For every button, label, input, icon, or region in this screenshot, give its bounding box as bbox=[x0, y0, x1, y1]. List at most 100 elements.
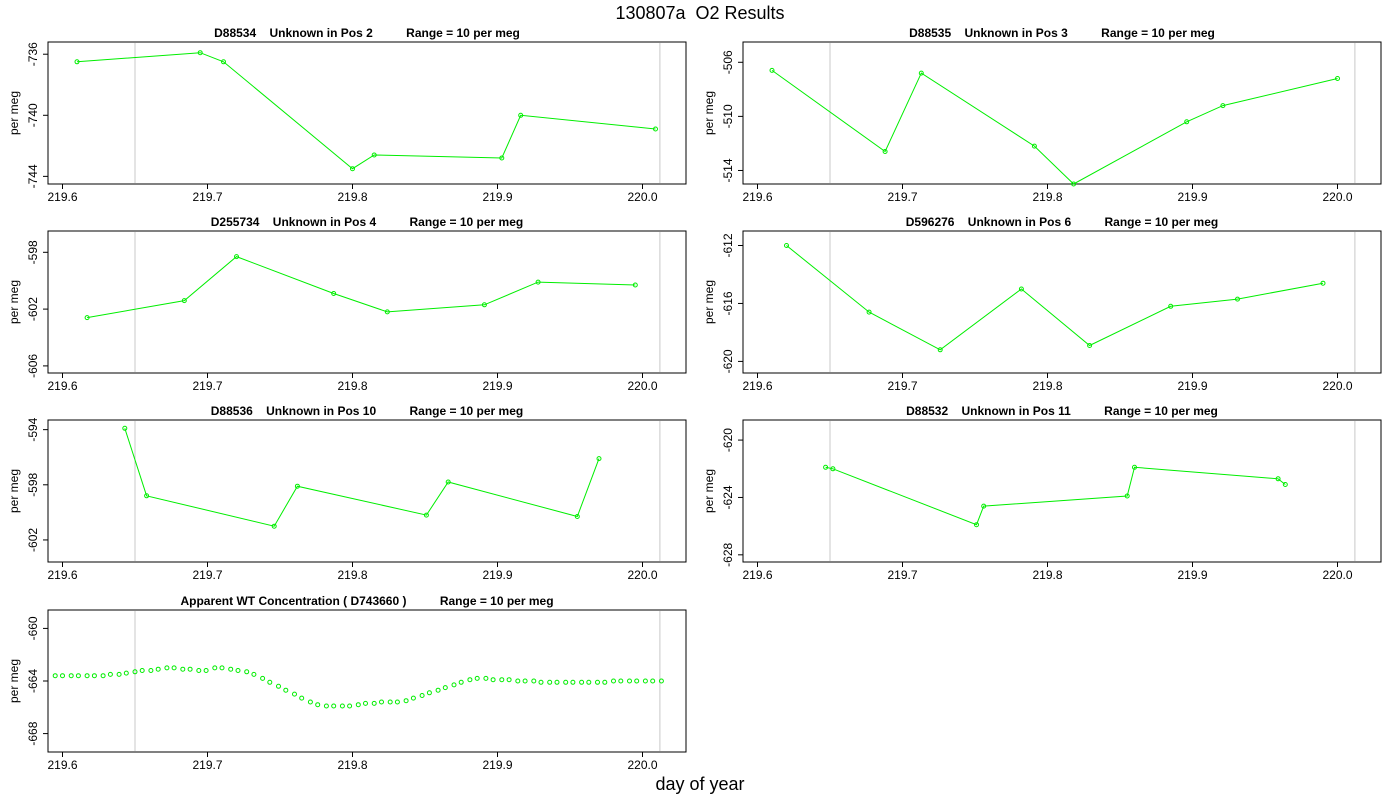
x-tick-label: 220.0 bbox=[1322, 568, 1352, 582]
y-tick-label: -660 bbox=[26, 616, 40, 640]
x-tick-label: 219.7 bbox=[887, 190, 917, 204]
data-point bbox=[830, 466, 836, 472]
data-point bbox=[228, 666, 234, 672]
data-point bbox=[123, 670, 129, 676]
data-point bbox=[221, 59, 226, 65]
data-point bbox=[627, 678, 632, 684]
data-point bbox=[384, 309, 390, 315]
data-point bbox=[84, 673, 90, 679]
data-point bbox=[283, 687, 289, 693]
data-point bbox=[632, 282, 638, 288]
x-tick-label: 219.9 bbox=[1177, 190, 1207, 204]
data-point bbox=[882, 149, 888, 154]
data-point bbox=[315, 702, 321, 708]
data-point bbox=[974, 522, 979, 528]
x-tick-label: 219.6 bbox=[742, 568, 772, 582]
data-point bbox=[68, 673, 74, 679]
data-point bbox=[506, 677, 512, 683]
data-point bbox=[267, 679, 273, 685]
x-tick-label: 219.8 bbox=[337, 758, 367, 772]
data-point bbox=[350, 166, 355, 172]
data-point bbox=[410, 695, 416, 701]
x-tick-label: 219.7 bbox=[192, 568, 222, 582]
data-point bbox=[276, 683, 281, 689]
series-line bbox=[825, 466, 1286, 526]
data-point bbox=[595, 679, 600, 685]
plot-title: D255734 Unknown in Pos 4 Range = 10 per … bbox=[211, 215, 523, 229]
x-tick-label: 219.9 bbox=[482, 190, 512, 204]
data-point bbox=[611, 678, 616, 684]
x-tick-label: 220.0 bbox=[627, 379, 657, 393]
data-point bbox=[196, 668, 202, 673]
data-point bbox=[155, 666, 161, 672]
series-line bbox=[771, 69, 1338, 185]
data-point bbox=[866, 309, 872, 315]
data-point bbox=[122, 425, 128, 431]
x-tick-label: 219.7 bbox=[887, 379, 917, 393]
data-point bbox=[658, 678, 664, 684]
x-tick-label: 219.8 bbox=[337, 568, 367, 582]
data-point bbox=[1018, 286, 1024, 292]
data-point bbox=[100, 673, 106, 679]
plot-title: D88535 Unknown in Pos 3 Range = 10 per m… bbox=[909, 26, 1215, 40]
data-point bbox=[1335, 76, 1340, 81]
data-point bbox=[235, 668, 241, 673]
y-tick-label: -736 bbox=[26, 42, 40, 66]
x-tick-label: 219.6 bbox=[47, 758, 77, 772]
x-tick-label: 219.7 bbox=[192, 379, 222, 393]
x-tick-label: 219.6 bbox=[742, 190, 772, 204]
data-point bbox=[52, 673, 58, 679]
data-point bbox=[234, 254, 239, 260]
data-point bbox=[107, 671, 113, 677]
series-line bbox=[87, 256, 636, 319]
y-tick-label: -602 bbox=[26, 297, 40, 321]
data-point bbox=[1220, 103, 1226, 109]
plot-title: Apparent WT Concentration ( D743660 ) Ra… bbox=[180, 594, 553, 608]
data-point bbox=[1087, 343, 1093, 348]
y-tick-label: -606 bbox=[26, 354, 40, 378]
data-point bbox=[394, 699, 400, 705]
data-point bbox=[1184, 119, 1190, 125]
plot-frame bbox=[47, 230, 687, 374]
data-point bbox=[144, 493, 150, 499]
data-point bbox=[563, 679, 569, 685]
data-point bbox=[419, 693, 425, 698]
y-axis-label: per meg bbox=[702, 280, 716, 324]
data-point bbox=[458, 679, 464, 685]
x-tick-label: 220.0 bbox=[627, 758, 657, 772]
data-point bbox=[355, 702, 361, 708]
data-point bbox=[423, 512, 429, 518]
data-point bbox=[918, 70, 924, 76]
data-point bbox=[602, 679, 608, 685]
data-point bbox=[1031, 143, 1037, 149]
data-point bbox=[187, 666, 193, 672]
data-point bbox=[554, 679, 560, 685]
data-point bbox=[363, 700, 368, 706]
data-point bbox=[1132, 464, 1137, 470]
data-point bbox=[596, 456, 602, 462]
data-point bbox=[650, 678, 656, 684]
y-axis-label: per meg bbox=[7, 280, 21, 324]
data-point bbox=[442, 685, 448, 691]
data-point bbox=[260, 675, 266, 681]
data-point bbox=[574, 514, 580, 519]
data-point bbox=[148, 668, 154, 673]
data-point bbox=[75, 673, 81, 679]
x-tick-label: 219.9 bbox=[482, 379, 512, 393]
x-tick-label: 219.8 bbox=[1032, 379, 1062, 393]
y-tick-label: -594 bbox=[26, 417, 40, 441]
data-point bbox=[139, 668, 145, 673]
y-axis-label: per meg bbox=[702, 469, 716, 513]
data-point bbox=[784, 243, 789, 248]
y-tick-label: -612 bbox=[721, 233, 735, 257]
data-point bbox=[180, 666, 186, 672]
x-tick-label: 219.6 bbox=[47, 568, 77, 582]
data-point bbox=[490, 677, 496, 683]
y-tick-label: -744 bbox=[26, 164, 40, 188]
data-point bbox=[481, 302, 487, 308]
data-point bbox=[203, 668, 209, 673]
data-point bbox=[132, 669, 138, 675]
data-point bbox=[823, 464, 829, 470]
data-point bbox=[331, 703, 337, 709]
data-point bbox=[60, 673, 65, 679]
